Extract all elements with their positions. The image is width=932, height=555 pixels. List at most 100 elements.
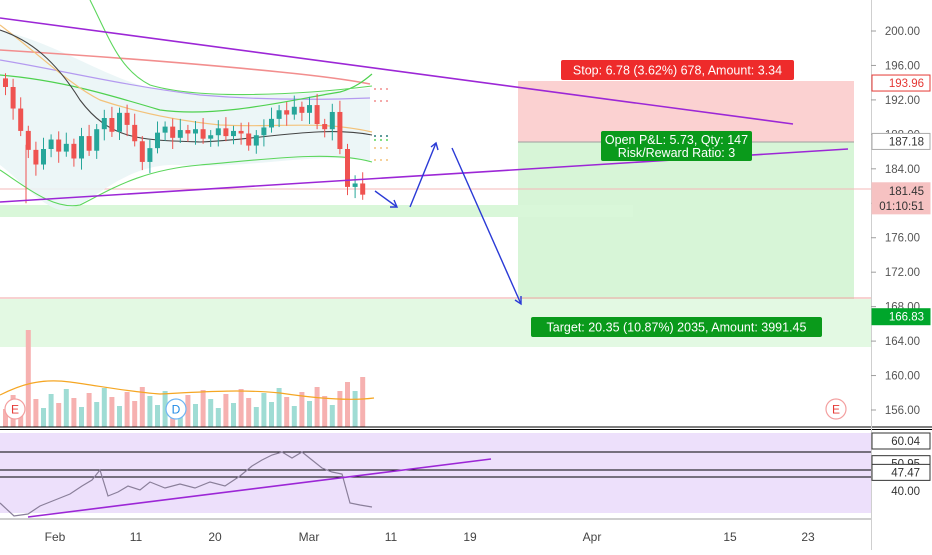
rsi-trendline[interactable] (27, 458, 492, 518)
svg-text:E: E (11, 403, 19, 417)
candle (215, 120, 221, 147)
ma-200 (0, 49, 371, 85)
candle (231, 125, 236, 145)
candle (56, 131, 62, 163)
candle (170, 118, 176, 150)
candle (299, 101, 305, 122)
volume-bar (299, 392, 305, 427)
volume-bar (200, 390, 206, 427)
volume-bar (185, 395, 191, 427)
target-label: Target: 20.35 (10.87%) 2035, Amount: 399… (531, 317, 822, 337)
target-zone[interactable] (518, 142, 854, 316)
volume-bar (253, 407, 259, 427)
volume-bar (139, 387, 145, 427)
open-pnl-label: Open P&L: 5.73, Qty: 147 Risk/Reward Rat… (601, 131, 752, 161)
volume-bar (63, 389, 69, 427)
candle (147, 139, 153, 174)
volume-bar (208, 399, 214, 427)
volume-bar (33, 399, 39, 427)
volume-bar (329, 405, 335, 427)
date-tick-label: Mar (299, 530, 320, 544)
candle (314, 93, 320, 130)
volume-bar (269, 402, 274, 427)
volume-bar (314, 387, 320, 427)
candle (246, 122, 252, 151)
bollinger-upper (89, 0, 373, 96)
date-tick-label: 19 (463, 530, 477, 544)
rsi-levels (0, 451, 871, 478)
volume-bar (124, 392, 130, 427)
candle (101, 109, 107, 141)
rsi-band (0, 433, 871, 513)
candle (63, 132, 69, 157)
volume-bar (162, 391, 168, 427)
dividend-marker[interactable]: D (165, 398, 187, 420)
svg-text:193.96: 193.96 (889, 78, 924, 90)
volume-bar (109, 397, 115, 427)
svg-text:Target: 20.35 (10.87%) 2035, A: Target: 20.35 (10.87%) 2035, Amount: 399… (547, 321, 807, 335)
candle (33, 141, 39, 176)
projection-arrows[interactable] (374, 141, 522, 306)
earnings-marker[interactable]: E (4, 398, 26, 420)
candle (291, 95, 297, 120)
volume-bar (147, 396, 153, 427)
candle (117, 107, 122, 140)
volume-bar (360, 377, 366, 427)
candle (41, 137, 46, 170)
candle (200, 117, 206, 144)
price-tick-label: 184.00 (885, 164, 920, 176)
ma-100 (0, 59, 371, 100)
price-badge: 01:10:51 (871, 197, 931, 215)
rsi-tick-label: 40.00 (891, 486, 920, 498)
svg-text:60.04: 60.04 (891, 436, 920, 448)
ma-20 (0, 29, 373, 143)
candle (109, 106, 115, 137)
price-tick-label: 192.00 (885, 95, 920, 107)
candle (238, 122, 244, 145)
candle (223, 117, 229, 142)
date-tick-label: 11 (385, 530, 398, 544)
candle (162, 121, 168, 141)
price-tick-label: 196.00 (885, 60, 920, 72)
earnings-marker[interactable]: E (825, 398, 847, 420)
candle (185, 124, 191, 142)
volume-bar (238, 389, 244, 427)
svg-text:187.18: 187.18 (889, 136, 924, 148)
candle (10, 78, 16, 120)
date-tick-label: Apr (583, 530, 602, 544)
candle (208, 130, 214, 147)
support-zone-upper (0, 205, 633, 217)
candle (71, 138, 77, 167)
volume-bar (345, 382, 350, 427)
rsi-line (0, 451, 373, 517)
candle (193, 121, 198, 145)
volume-bar (261, 393, 267, 427)
volume-bar (41, 408, 46, 427)
volume-bar (25, 330, 31, 427)
rsi-tick-label: 60.04 (871, 432, 931, 450)
upper-trendline[interactable] (0, 17, 794, 125)
volume-bar (3, 409, 8, 427)
svg-text:Stop: 6.78 (3.62%) 678, Amount: Stop: 6.78 (3.62%) 678, Amount: 3.34 (573, 64, 782, 78)
svg-text:01:10:51: 01:10:51 (879, 201, 924, 213)
volume-bar (215, 408, 221, 427)
candle (18, 97, 24, 137)
candle (276, 105, 282, 128)
candle (269, 107, 274, 133)
candle (261, 119, 267, 147)
price-tick-label: 160.00 (885, 371, 920, 383)
candle (3, 73, 8, 96)
candle (329, 103, 335, 141)
candle (322, 118, 328, 138)
date-tick-label: 15 (723, 530, 737, 544)
candle (177, 118, 183, 143)
ma-50 (0, 24, 373, 133)
volume-bar (337, 391, 343, 427)
volume-bar (223, 394, 229, 427)
price-tick-label: 200.00 (885, 26, 920, 38)
price-badge: 166.83 (871, 308, 931, 326)
volume-bar (291, 406, 297, 427)
bollinger-lower (0, 155, 373, 207)
volume-ma (0, 380, 375, 400)
